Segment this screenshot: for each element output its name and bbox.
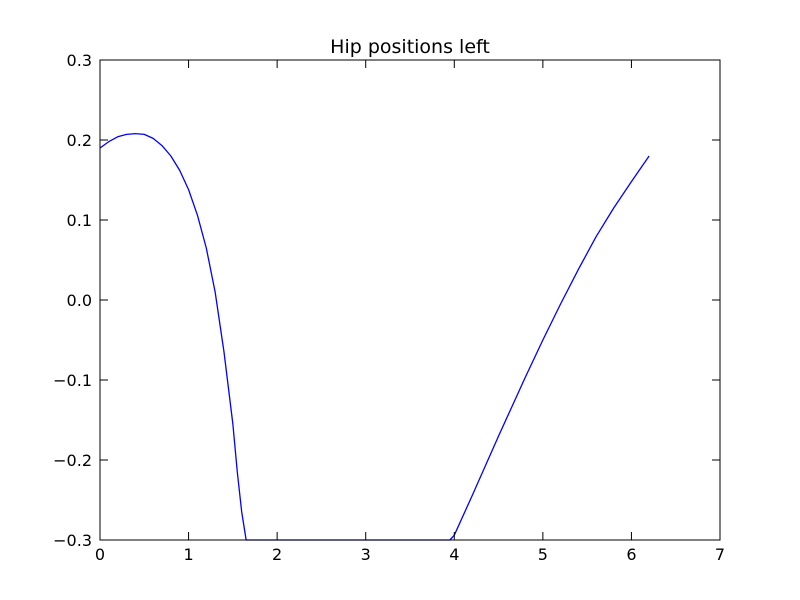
- x-tick-label: 0: [95, 545, 105, 564]
- y-tick-label: 0.0: [67, 291, 92, 310]
- x-tick-label: 3: [361, 545, 371, 564]
- plot-frame: [99, 59, 721, 541]
- x-tick-label: 1: [183, 545, 193, 564]
- x-tick-label: 6: [626, 545, 636, 564]
- y-tick-label: −0.2: [53, 451, 92, 470]
- y-tick-label: −0.1: [53, 371, 92, 390]
- x-tick-label: 2: [272, 545, 282, 564]
- series-line-0: [99, 132, 650, 541]
- y-tick-label: 0.3: [67, 51, 92, 70]
- y-tick-label: −0.3: [53, 531, 92, 550]
- chart-title: Hip positions left: [330, 36, 490, 58]
- y-tick-label: 0.2: [67, 131, 92, 150]
- plot-area: [99, 132, 650, 541]
- axis-ticks: 0 1 2 3 4 5 6 7 −0.3 −0.2 −0.1 0.0 0.1 0.2 0.3: [53, 51, 725, 564]
- x-tick-label: 7: [715, 545, 725, 564]
- x-tick-label: 5: [538, 545, 548, 564]
- y-tick-label: 0.1: [67, 211, 92, 230]
- x-tick-label: 4: [449, 545, 459, 564]
